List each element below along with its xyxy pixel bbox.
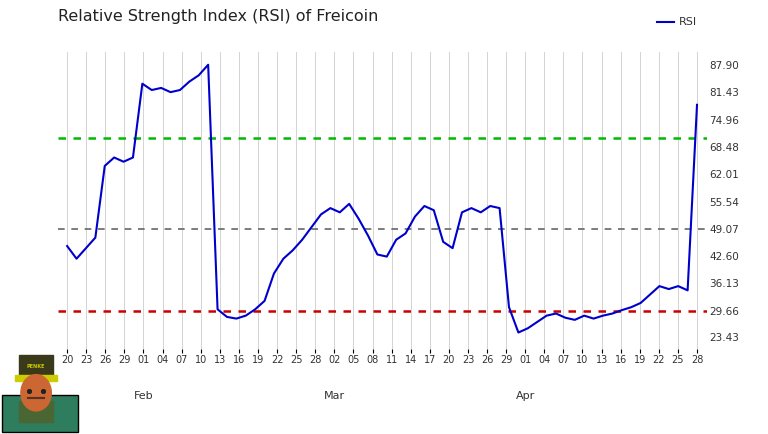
Text: Freicoin: Freicoin — [108, 406, 170, 421]
FancyBboxPatch shape — [18, 355, 54, 378]
Text: PENKE: PENKE — [27, 364, 45, 369]
Text: Mar: Mar — [324, 391, 345, 401]
Text: Apr: Apr — [515, 391, 535, 401]
Text: PenkeTrading.com: PenkeTrading.com — [643, 407, 756, 420]
FancyBboxPatch shape — [2, 395, 78, 432]
FancyBboxPatch shape — [18, 401, 54, 422]
Legend: RSI: RSI — [653, 13, 701, 32]
FancyBboxPatch shape — [15, 375, 57, 381]
Text: Relative Strength Index (RSI) of Freicoin: Relative Strength Index (RSI) of Freicoi… — [58, 9, 378, 24]
Circle shape — [21, 375, 51, 411]
Text: Feb: Feb — [134, 391, 154, 401]
